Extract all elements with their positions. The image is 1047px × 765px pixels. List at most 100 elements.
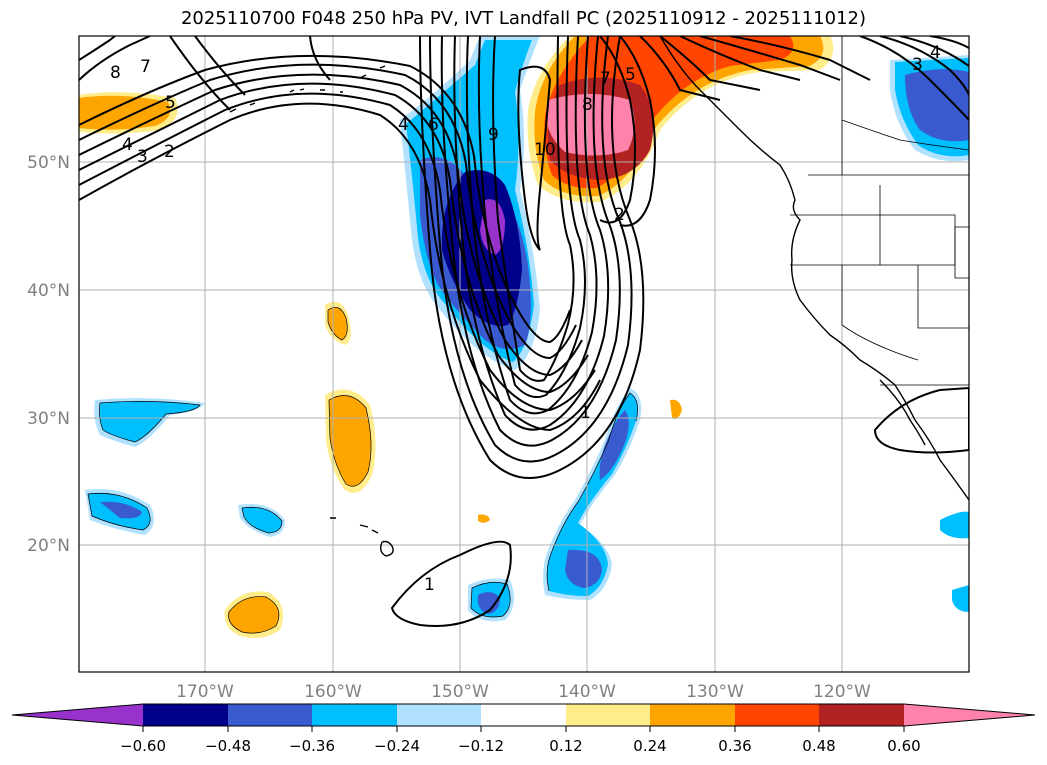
contour-label: 1 (424, 575, 435, 595)
colorbar-tick-label: 0.48 (802, 737, 835, 755)
colorbar-tick-label: 0.36 (718, 737, 751, 755)
border-states-4 (917, 265, 969, 329)
lon-label: 170°W (176, 682, 234, 702)
contour-nw-4 (194, 36, 246, 96)
contour-label: 6 (428, 115, 439, 135)
shade-positive-nw (79, 95, 171, 130)
contour-label: 2 (614, 205, 625, 225)
border-states-1 (790, 214, 881, 266)
lon-label: 120°W (813, 682, 871, 702)
colorbar-segment (397, 704, 481, 726)
contour-labels: 8 7 5 4 3 2 4 6 9 10 8 7 5 2 1 1 4 3 (110, 43, 941, 595)
colorbar-segment (566, 704, 650, 726)
shade-negative-e15n (952, 585, 969, 612)
contour-goa-4 (659, 36, 761, 91)
colorbar-segment (481, 704, 566, 726)
shade-negative-e20n (940, 511, 969, 539)
coast-north-america (659, 36, 969, 501)
lon-label: 150°W (431, 682, 489, 702)
contour-nw-5 (309, 36, 331, 81)
contour-trough-2 (429, 36, 633, 463)
contour-label: 2 (164, 142, 175, 162)
contour-7 (79, 54, 571, 344)
contour-label: 3 (137, 147, 148, 167)
outline-w30n (99, 401, 201, 443)
shade-positive-15n (228, 596, 279, 634)
coastlines (229, 36, 969, 557)
contour-goa-1 (599, 36, 636, 224)
coast-baja (879, 379, 926, 446)
contour-nw-3 (169, 36, 231, 111)
shade-negative-w22n-core (100, 501, 142, 519)
contour-label: 4 (122, 135, 133, 155)
outline-40n (327, 307, 348, 341)
shade-negative-ne-core (905, 69, 969, 142)
shade-negative-21n (242, 507, 282, 533)
contour-ne-2 (879, 36, 969, 96)
colorbar-segment (650, 704, 735, 726)
colorbar-segment (143, 704, 228, 726)
contour-label: 10 (534, 140, 556, 160)
colorbar-segment (312, 704, 397, 726)
contour-5 (79, 73, 583, 377)
border-province (841, 119, 969, 151)
contour-label: 8 (582, 95, 593, 115)
contour-goa-6 (699, 36, 841, 81)
contour-label: 7 (600, 69, 611, 89)
contour-label: 1 (580, 403, 591, 423)
shade-negative-se-core (599, 410, 629, 480)
shade-positive-tiny (478, 514, 490, 523)
contour-10 (517, 65, 552, 251)
colorbar-segment (735, 704, 819, 726)
pv-contours (79, 36, 969, 627)
colorbar-segment (819, 704, 904, 726)
contour-1-east (873, 386, 969, 454)
lat-labels: 50°N 40°N 30°N 20°N (27, 153, 70, 556)
outline-15n (228, 596, 280, 634)
contour-trough-6 (477, 36, 586, 398)
border-ca-nv (841, 265, 919, 361)
contour-trough-7 (492, 36, 575, 382)
colorbar-tick-label: 0.24 (633, 737, 666, 755)
contour-label: 9 (488, 125, 499, 145)
shade-negative-w30n (99, 401, 200, 442)
shade-positive-small (670, 399, 682, 419)
contour-1-south (390, 540, 512, 627)
colorbar: −0.60 −0.48 −0.36 −0.24 −0.12 0.12 0.24 … (11, 703, 1036, 755)
contour-label: 7 (140, 57, 151, 77)
colorbar-tick-label: 0.12 (549, 737, 582, 755)
contour-label: 4 (930, 43, 941, 63)
shade-negative-se-core2 (565, 549, 602, 588)
contour-goa-5 (679, 36, 801, 81)
contour-trough-4 (453, 36, 610, 431)
colorbar-tick-label: 0.60 (887, 737, 920, 755)
border-states-3 (879, 185, 969, 279)
colorbar-tick-label: −0.48 (205, 737, 251, 755)
contour-goa-2 (619, 36, 656, 227)
lon-labels: 170°W 160°W 150°W 140°W 130°W 120°W (176, 682, 871, 702)
lon-label: 140°W (558, 682, 616, 702)
contour-ne-4 (929, 36, 969, 49)
colorbar-extend-left (12, 704, 143, 726)
contour-label: 8 (110, 63, 121, 83)
contour-label: 3 (912, 55, 923, 75)
contour-ne-1 (859, 36, 969, 121)
map-frame (78, 35, 970, 673)
contour-nw-1 (79, 36, 151, 81)
contour-4 (79, 82, 589, 394)
colorbar-tick-label: −0.24 (374, 737, 420, 755)
contour-label: 5 (165, 93, 176, 113)
lon-label: 130°W (686, 682, 744, 702)
lat-label: 40°N (27, 281, 70, 301)
borders (790, 36, 969, 386)
lon-label: 160°W (304, 682, 362, 702)
shade-negative-15n-core (477, 592, 500, 614)
plot-title: 2025110700 F048 250 hPa PV, IVT Landfall… (180, 8, 867, 29)
outline-w22n (87, 492, 151, 531)
outline-30n (328, 395, 372, 487)
coast-hawaii (330, 517, 394, 557)
colorbar-ticks (142, 726, 905, 732)
outline-se (546, 392, 638, 592)
shade-negative-trough-min (480, 199, 505, 255)
